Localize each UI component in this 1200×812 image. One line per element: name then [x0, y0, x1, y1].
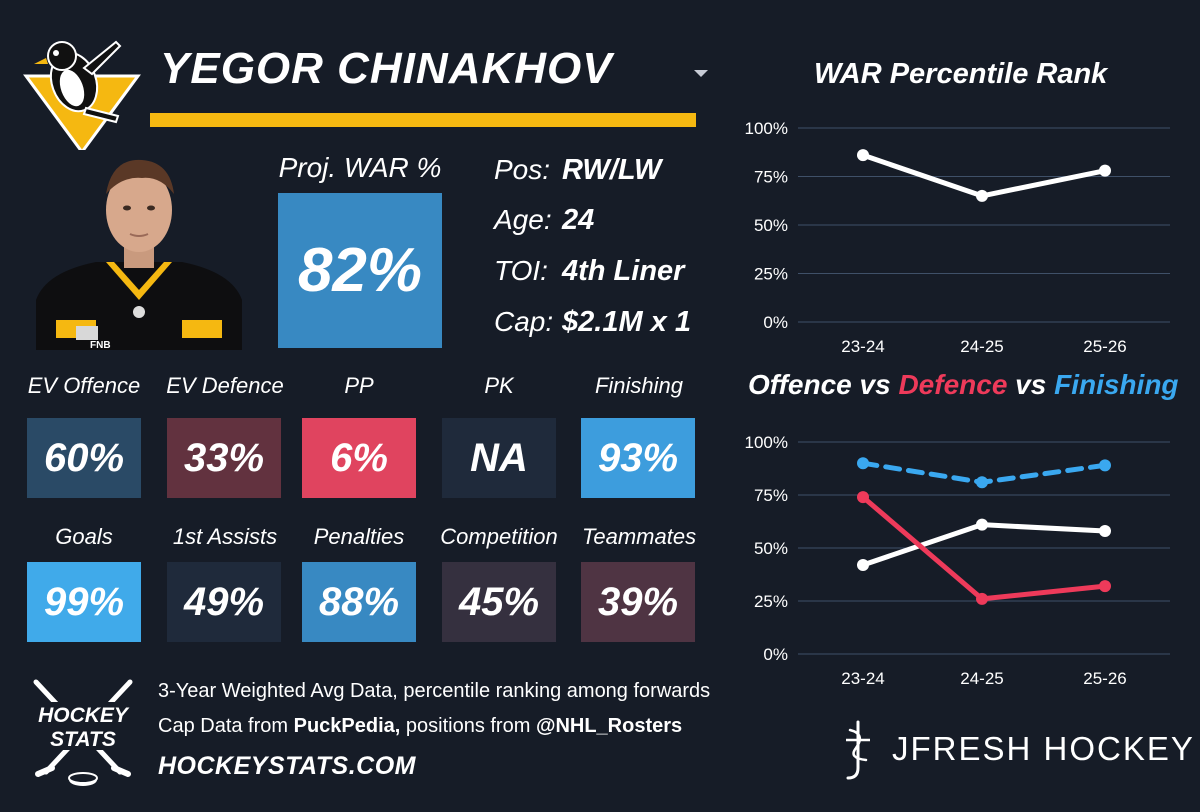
info-value-age: 24	[562, 204, 595, 236]
x-tick-label: 25-26	[1083, 337, 1126, 356]
data-point-defence	[1099, 580, 1111, 593]
y-tick-label: 100%	[745, 433, 788, 452]
tile-label-ev-defence: EV Defence	[166, 373, 284, 398]
jfresh-logo-icon	[846, 720, 870, 780]
puckpedia-credit: PuckPedia,	[293, 715, 401, 737]
data-point-war	[976, 189, 988, 202]
data-point-defence	[857, 491, 869, 504]
info-key-age: Age:	[494, 204, 552, 235]
player-name: YEGOR CHINAKHOV	[160, 44, 613, 93]
hs-logo-line1: HOCKEY	[38, 704, 130, 727]
hs-logo-line2: STATS	[50, 728, 116, 751]
data-point-defence	[976, 592, 988, 605]
x-tick-label: 24-25	[960, 337, 1003, 356]
x-tick-label: 25-26	[1083, 669, 1126, 688]
footer-note-sources: Cap Data from PuckPedia, positions from …	[158, 715, 682, 738]
tile-goals: 99%	[27, 562, 141, 642]
info-value-cap: $2.1M x 1	[562, 306, 691, 338]
tile-1st-assists: 49%	[167, 562, 281, 642]
tile-penalties: 88%	[302, 562, 416, 642]
tile-competition: 45%	[442, 562, 556, 642]
nhl-rosters-credit: @NHL_Rosters	[535, 715, 683, 737]
info-key-toi: TOI:	[494, 255, 548, 286]
tile-teammates: 39%	[581, 562, 695, 642]
tile-label-penalties: Penalties	[313, 524, 405, 549]
tile-label-competition: Competition	[440, 524, 558, 549]
site-url[interactable]: HOCKEYSTATS.COM	[158, 752, 416, 780]
tile-label-finishing: Finishing	[594, 373, 684, 398]
footer-note-data: 3-Year Weighted Avg Data, percentile ran…	[158, 680, 711, 702]
chart1-title: WAR Percentile Rank	[814, 58, 1108, 90]
tile-ev-offence: 60%	[27, 418, 141, 498]
y-tick-label: 100%	[745, 119, 788, 138]
y-tick-label: 50%	[754, 216, 788, 235]
info-value-pos: RW/LW	[562, 154, 662, 186]
data-point-offence	[857, 558, 869, 571]
penguins-logo	[23, 40, 141, 155]
y-tick-label: 0%	[763, 645, 788, 664]
footer-text: positions from	[400, 715, 536, 737]
tile-label-pp: PP	[344, 373, 374, 398]
proj-war-value: 82%	[278, 193, 442, 348]
x-tick-label: 23-24	[841, 337, 884, 356]
name-underline	[150, 113, 696, 127]
tile-ev-defence: 33%	[167, 418, 281, 498]
tile-label-ev-offence: EV Offence	[27, 373, 141, 398]
data-point-offence	[976, 518, 988, 531]
data-point-finishing	[1099, 459, 1111, 472]
sponsor-patch: FNB	[90, 340, 111, 350]
chevron-down-icon[interactable]	[694, 70, 708, 77]
chart2-title-defence: Defence	[898, 369, 1008, 400]
tile-label-goals: Goals	[55, 524, 113, 549]
offence-defence-finishing-chart: 0% 25% 50% 75% 100% 23-24 24-25 25-26	[745, 433, 1170, 688]
info-key-cap: Cap:	[494, 306, 554, 337]
y-tick-label: 25%	[754, 265, 788, 284]
y-tick-label: 75%	[754, 168, 788, 187]
data-point-war	[857, 149, 869, 162]
data-point-finishing	[976, 476, 988, 489]
tile-pk: NA	[442, 418, 556, 498]
player-photo: FNB	[36, 150, 242, 350]
chart2-title-offence: Offence	[748, 369, 852, 400]
data-point-finishing	[857, 457, 869, 470]
x-tick-label: 24-25	[960, 669, 1003, 688]
data-point-offence	[1099, 525, 1111, 538]
y-tick-label: 25%	[754, 592, 788, 611]
y-tick-label: 75%	[754, 486, 788, 505]
tile-label-pk: PK	[484, 373, 514, 398]
chart2-title-finishing: Finishing	[1054, 369, 1179, 400]
jfresh-brand: JFRESH HOCKEY	[892, 730, 1195, 767]
data-point-war	[1099, 164, 1111, 177]
tile-label-1st-assists: 1st Assists	[172, 524, 278, 549]
info-value-toi: 4th Liner	[562, 255, 685, 287]
info-key-pos: Pos:	[494, 154, 551, 185]
proj-war-label: Proj. WAR %	[278, 152, 442, 183]
chart2-title-vs1: vs	[851, 369, 899, 400]
x-tick-label: 23-24	[841, 669, 884, 688]
tile-label-teammates: Teammates	[581, 524, 697, 549]
footer-text: Cap Data from	[158, 715, 294, 737]
chart2-title-vs2: vs	[1007, 369, 1055, 400]
series-line-war	[860, 152, 1108, 199]
y-tick-label: 0%	[763, 313, 788, 332]
hockey-stats-logo: HOCKEY STATS	[33, 679, 133, 786]
tile-pp: 6%	[302, 418, 416, 498]
y-tick-label: 50%	[754, 539, 788, 558]
tile-finishing: 93%	[581, 418, 695, 498]
war-percentile-chart: 0% 25% 50% 75% 100% 23-24 24-25 25-26	[745, 119, 1170, 356]
chart2-title: Offence vs Defence vs Finishing	[748, 369, 1179, 401]
